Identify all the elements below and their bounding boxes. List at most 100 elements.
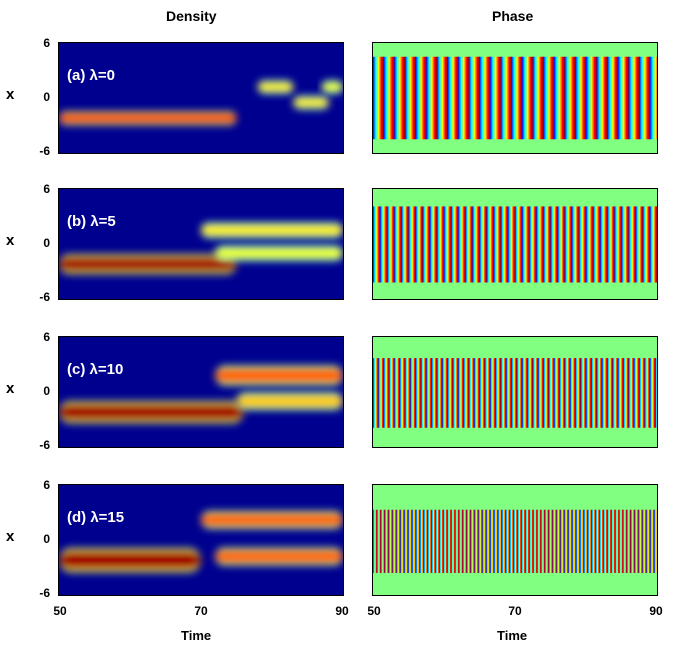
density-panel-b: (b) λ=5 — [58, 188, 344, 300]
panel-label-a: (a) λ=0 — [67, 67, 115, 84]
phase-stripe — [568, 509, 573, 573]
phase-stripe — [635, 206, 644, 283]
phase-stripe — [420, 358, 427, 428]
phase-stripe — [583, 509, 589, 573]
phase-stripe — [617, 358, 624, 428]
phase-stripe — [484, 358, 491, 428]
phase-stripe — [564, 206, 573, 283]
phase-stripe — [548, 509, 554, 573]
phase-stripe — [373, 358, 379, 428]
phase-stripe — [427, 509, 433, 573]
phase-stripe — [538, 358, 544, 428]
phase-stripe — [404, 56, 417, 140]
phase-stripe — [439, 509, 444, 573]
phase-stripe — [522, 56, 534, 140]
phase-stripe — [431, 358, 438, 428]
phase-stripe — [522, 206, 530, 283]
phase-stripe — [392, 509, 397, 573]
phase-stripe — [607, 358, 614, 428]
phase-stripe — [400, 509, 405, 573]
phase-map-b — [373, 189, 657, 299]
phase-stripe — [536, 206, 544, 283]
phase-stripe — [621, 206, 630, 283]
phase-stripe — [472, 206, 480, 283]
phase-stripe — [522, 358, 528, 428]
phase-stripe — [575, 358, 582, 428]
panel-label-d: (d) λ=15 — [67, 509, 125, 526]
phase-stripe — [373, 206, 381, 283]
phase-stripe — [493, 206, 502, 283]
phase-stripe — [543, 358, 550, 428]
phase-stripe — [451, 509, 456, 573]
phase-stripe — [586, 206, 594, 283]
phase-stripe — [564, 509, 569, 573]
phase-stripe — [431, 509, 436, 573]
panel-label-c: (c) λ=10 — [67, 361, 124, 378]
phase-stripe — [408, 509, 413, 573]
phase-stripe — [470, 509, 476, 573]
phase-stripe — [468, 56, 480, 140]
phase-stripe — [600, 206, 608, 283]
phase-stripe — [422, 206, 431, 283]
x-tick-70-phase: 70 — [508, 604, 522, 618]
density-blob — [321, 80, 343, 94]
phase-stripe — [436, 206, 445, 283]
phase-stripe — [543, 56, 555, 140]
phase-stripe — [615, 509, 620, 573]
phase-stripe — [529, 206, 537, 283]
phase-stripe — [408, 206, 417, 283]
phase-stripe — [505, 509, 511, 573]
phase-stripe — [533, 509, 538, 573]
phase-stripe — [638, 509, 643, 573]
density-heatmap-b — [59, 189, 343, 299]
phase-stripe — [494, 509, 499, 573]
phase-stripe — [649, 358, 656, 428]
y-axis-label: x — [6, 380, 15, 397]
phase-stripe — [474, 358, 480, 428]
phase-stripe — [611, 509, 616, 573]
phase-stripe — [557, 206, 566, 283]
phase-stripe — [455, 509, 460, 573]
phase-stripe — [586, 358, 592, 428]
x-tick-90-density: 90 — [335, 604, 349, 618]
phase-stripe — [376, 509, 382, 573]
density-background — [59, 189, 343, 299]
phase-stripe — [412, 509, 417, 573]
phase-stripe — [447, 56, 459, 140]
phase-stripe — [436, 56, 449, 140]
phase-stripe — [426, 56, 438, 140]
phase-stripe — [623, 358, 630, 428]
phase-map-a — [373, 43, 657, 153]
y-tick-bottom: -6 — [39, 586, 50, 600]
phase-stripe — [532, 56, 544, 140]
density-blob — [215, 365, 343, 386]
y-axis-label: x — [6, 528, 15, 545]
density-column-title: Density — [166, 8, 217, 24]
phase-stripe — [516, 358, 523, 428]
phase-stripe — [650, 509, 655, 573]
phase-stripe — [404, 358, 411, 428]
phase-stripe — [642, 206, 651, 283]
density-blob — [59, 547, 201, 573]
density-blob — [293, 95, 329, 110]
phase-stripe — [423, 509, 429, 573]
phase-stripe — [447, 509, 452, 573]
phase-panel-c — [372, 336, 658, 448]
phase-stripe — [596, 56, 608, 140]
phase-stripe — [479, 206, 488, 283]
phase-stripe — [490, 509, 495, 573]
phase-stripe — [587, 509, 593, 573]
phase-stripe — [628, 56, 640, 140]
phase-stripe — [478, 509, 483, 573]
phase-stripe — [544, 509, 550, 573]
phase-stripe — [513, 509, 518, 573]
phase-stripe — [463, 358, 470, 428]
y-tick-bottom: -6 — [39, 144, 50, 158]
phase-stripe — [619, 509, 624, 573]
phase-stripe — [458, 358, 465, 428]
phase-stripe — [580, 358, 587, 428]
phase-stripe — [373, 509, 378, 573]
phase-stripe — [387, 206, 395, 283]
y-tick-mid: 0 — [43, 236, 50, 250]
phase-stripe — [462, 509, 468, 573]
